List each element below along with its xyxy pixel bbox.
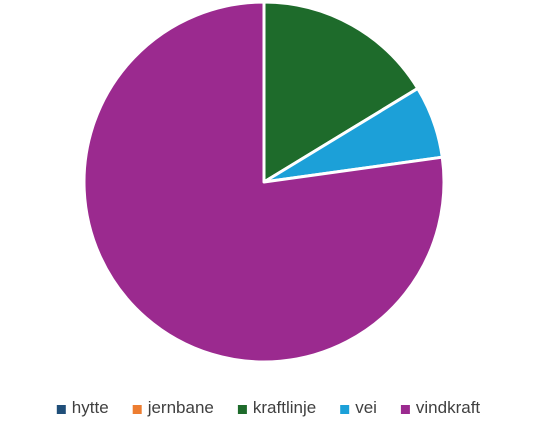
legend-label-jernbane: jernbane xyxy=(147,398,214,417)
pie-slice-kraftlinje xyxy=(262,0,420,184)
legend-label-kraftlinje: kraftlinje xyxy=(253,398,316,417)
legend-item-kraftlinje: kraftlinje xyxy=(237,398,316,417)
legend-swatch-jernbane xyxy=(132,405,142,414)
legend-item-vindkraft: vindkraft xyxy=(400,398,481,417)
legend-label-vei: vei xyxy=(355,398,377,417)
legend-item-jernbane: jernbane xyxy=(132,398,214,417)
pie-slices xyxy=(82,0,446,364)
legend-swatch-hytte xyxy=(56,405,66,414)
legend-item-vei: vei xyxy=(340,398,377,417)
legend-swatch-vei xyxy=(340,405,350,414)
legend-swatch-kraftlinje xyxy=(237,405,247,414)
legend-label-vindkraft: vindkraft xyxy=(416,398,481,417)
legend: hytte jernbane kraftlinje vei vindkraft xyxy=(56,398,481,417)
legend-swatch-vindkraft xyxy=(400,405,410,414)
legend-label-hytte: hytte xyxy=(72,398,109,417)
pie-slice-vindkraft xyxy=(82,0,446,364)
legend-item-hytte: hytte xyxy=(56,398,109,417)
